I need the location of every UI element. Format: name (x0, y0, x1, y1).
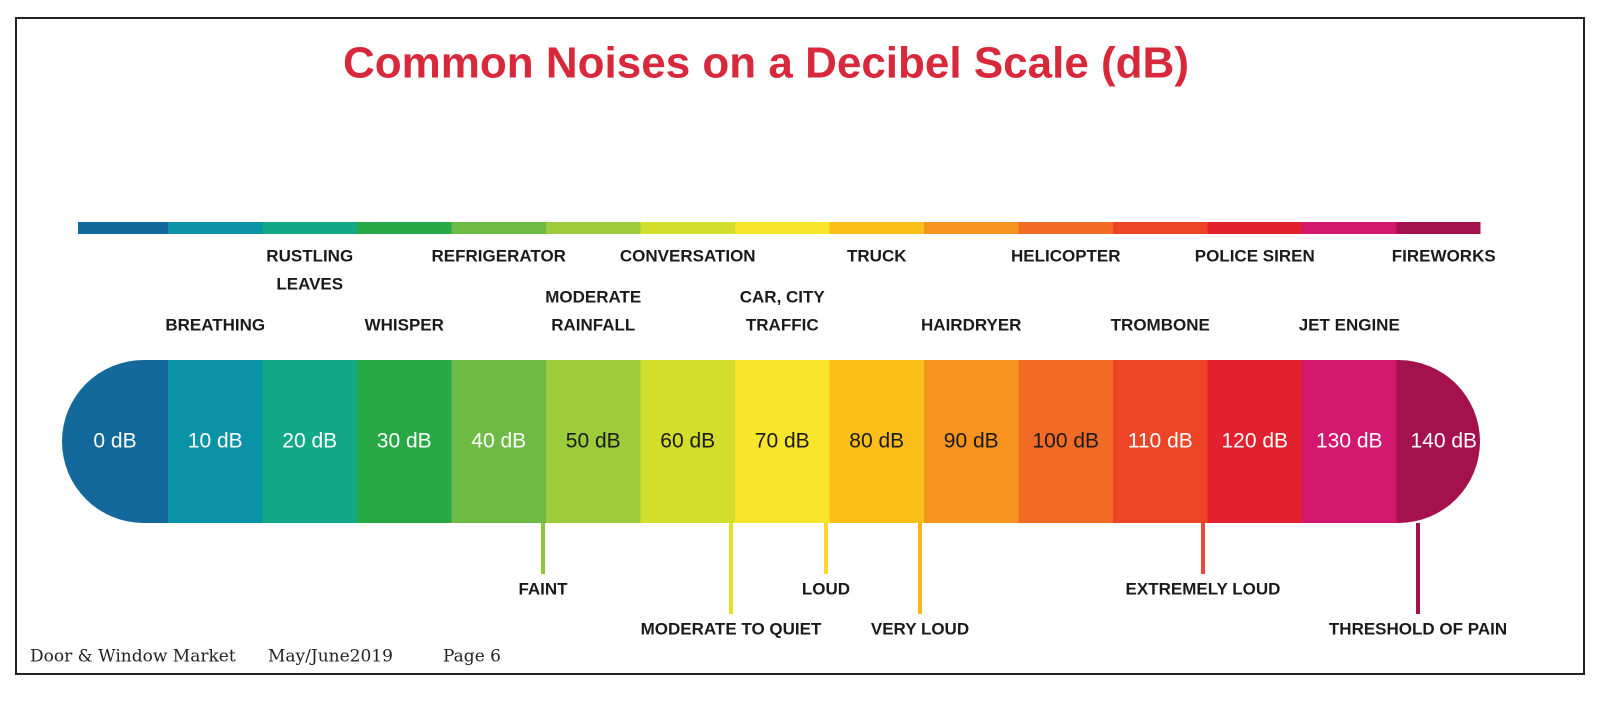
footer-issue: May/June2019 (268, 647, 393, 667)
strip-segment (1396, 222, 1481, 234)
descriptor-label: EXTREMELY LOUD (1126, 579, 1281, 598)
db-label: 70 dB (755, 430, 810, 453)
noise-label: LEAVES (276, 274, 343, 293)
strip-segment (1302, 222, 1397, 234)
footer-publication: Door & Window Market (30, 647, 236, 667)
db-label: 0 dB (93, 430, 136, 453)
db-label: 90 dB (944, 430, 999, 453)
decibel-scale (62, 360, 1480, 523)
descriptor-label: VERY LOUD (871, 619, 969, 638)
noise-label: HAIRDRYER (921, 315, 1021, 334)
scale-segment (1302, 360, 1397, 523)
descriptor-label: THRESHOLD OF PAIN (1329, 619, 1507, 638)
noise-label: JET ENGINE (1299, 315, 1400, 334)
noise-label: RAINFALL (551, 315, 635, 334)
noise-label: BREATHING (165, 315, 265, 334)
db-label: 60 dB (660, 430, 715, 453)
scale-segment (924, 360, 1019, 523)
noise-label: TROMBONE (1111, 315, 1210, 334)
strip-segment (451, 222, 547, 234)
noise-label: POLICE SIREN (1195, 246, 1315, 265)
db-label: 80 dB (849, 430, 904, 453)
scale-segment (1207, 360, 1303, 523)
scale-segment (357, 360, 452, 523)
scale-segment (829, 360, 925, 523)
strip-segment (168, 222, 263, 234)
strip-segment (640, 222, 736, 234)
scale-segment (640, 360, 736, 523)
scale-segment (546, 360, 641, 523)
noise-label: MODERATE (545, 287, 641, 306)
db-label: 120 dB (1221, 430, 1288, 453)
descriptor-label: FAINT (518, 579, 568, 598)
strip-segment (1018, 222, 1114, 234)
strip-segment (546, 222, 641, 234)
strip-segment (1207, 222, 1303, 234)
strip-segment (924, 222, 1019, 234)
noise-label: REFRIGERATOR (432, 246, 566, 265)
scale-segment (262, 360, 358, 523)
db-label: 30 dB (377, 430, 432, 453)
scale-segment (1113, 360, 1208, 523)
db-label: 100 dB (1032, 430, 1099, 453)
scale-segment (168, 360, 263, 523)
scale-segment (1018, 360, 1114, 523)
db-label: 130 dB (1316, 430, 1383, 453)
noise-label: HELICOPTER (1011, 246, 1121, 265)
scale-segment (451, 360, 547, 523)
db-label: 110 dB (1128, 430, 1193, 453)
strip-segment (262, 222, 358, 234)
strip-segment (357, 222, 452, 234)
color-strip (78, 222, 1481, 234)
noise-label: TRUCK (847, 246, 907, 265)
strip-segment (735, 222, 830, 234)
db-label: 40 dB (471, 430, 526, 453)
noise-label: FIREWORKS (1392, 246, 1496, 265)
descriptor-label: LOUD (802, 579, 850, 598)
descriptor-label: MODERATE TO QUIET (641, 619, 822, 638)
noise-label: TRAFFIC (746, 315, 819, 334)
db-label: 140 dB (1410, 430, 1477, 453)
title: Common Noises on a Decibel Scale (dB) (343, 39, 1189, 88)
labels: 0 dB 10 dB BREATHING 20 dB RUSTLING LEAVES 30 … (93, 246, 1507, 638)
db-label: 10 dB (188, 430, 243, 453)
scale-segment (735, 360, 830, 523)
noise-label: CAR, CITY (740, 287, 826, 306)
strip-segment (78, 222, 169, 234)
noise-label: RUSTLING (266, 246, 353, 265)
db-label: 50 dB (566, 430, 621, 453)
frame (15, 17, 1585, 675)
noise-label: WHISPER (365, 315, 444, 334)
strip-segment (829, 222, 925, 234)
db-label: 20 dB (282, 430, 337, 453)
noise-label: CONVERSATION (620, 246, 756, 265)
footer-page: Page 6 (443, 647, 501, 667)
strip-segment (1113, 222, 1208, 234)
